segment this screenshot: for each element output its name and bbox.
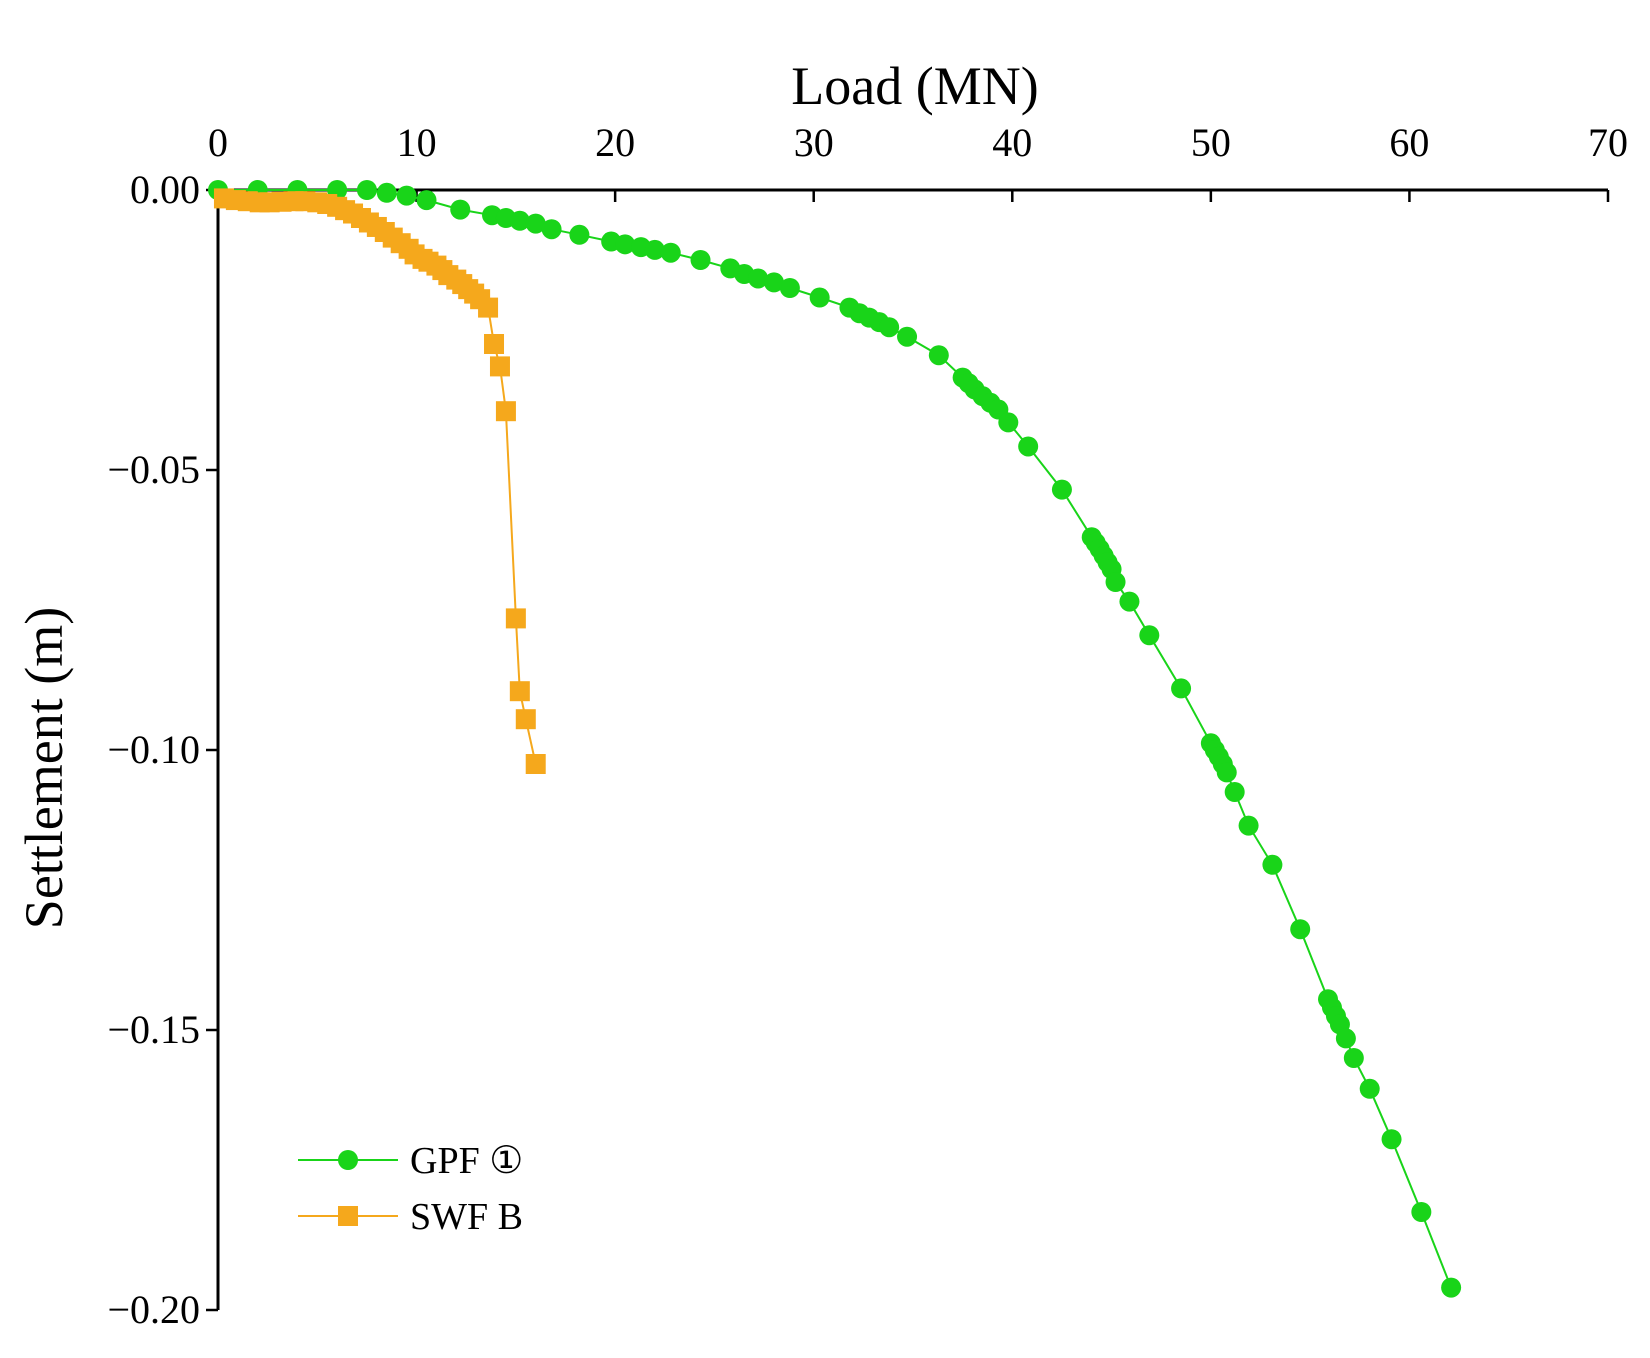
legend-item-gpf: GPF ① [298, 1140, 523, 1182]
data-point-gpf [1262, 854, 1283, 875]
data-point-gpf [1105, 572, 1126, 592]
data-point-gpf [1335, 1028, 1356, 1049]
x-tick-label: 30 [794, 120, 834, 165]
data-point-gpf [1381, 1129, 1402, 1150]
data-point-gpf [809, 287, 830, 308]
y-ticks: 0.00 −0.05 −0.10 −0.15 −0.20 [107, 167, 218, 1332]
y-tick-label: −0.15 [107, 1007, 200, 1052]
x-tick-label: 60 [1389, 120, 1429, 165]
data-point-gpf [1139, 625, 1160, 646]
data-point-swf-b [478, 297, 499, 318]
series-line-swf-b [223, 197, 537, 765]
data-point-gpf [1290, 919, 1311, 940]
series-gpf [208, 180, 1462, 1298]
y-axis-title: Settlement (m) [14, 607, 74, 929]
data-point-gpf [1359, 1078, 1380, 1099]
legend-marker [338, 1206, 358, 1226]
data-point-swf-b [515, 709, 536, 730]
x-tick-label: 20 [595, 120, 635, 165]
data-point-gpf [615, 234, 636, 255]
x-tick-label: 0 [208, 120, 228, 165]
data-point-gpf [1171, 678, 1192, 699]
data-point-gpf [541, 219, 562, 240]
data-point-gpf [525, 213, 546, 234]
x-ticks: 0 10 20 30 40 50 60 70 [208, 120, 1628, 202]
data-point-gpf [1441, 1277, 1462, 1298]
data-point-gpf [879, 317, 900, 338]
data-point-gpf [660, 242, 681, 263]
data-point-gpf [450, 199, 471, 220]
data-point-gpf [1224, 782, 1245, 802]
data-point-swf-b [484, 334, 505, 354]
data-point-gpf [1343, 1048, 1364, 1068]
data-point-gpf [416, 190, 437, 211]
series-line-gpf [218, 189, 1453, 1288]
data-point-swf-b [509, 681, 530, 702]
legend-label: GPF ① [410, 1140, 523, 1182]
data-point-swf-b [495, 401, 516, 422]
data-point-gpf [376, 182, 397, 203]
y-tick-label: 0.00 [130, 167, 200, 212]
y-tick-label: −0.20 [107, 1287, 200, 1332]
data-point-gpf [897, 326, 918, 347]
legend-marker [338, 1150, 358, 1170]
y-tick-label: −0.10 [107, 727, 200, 772]
data-point-gpf [690, 250, 711, 270]
data-point-gpf [1238, 815, 1259, 836]
data-point-gpf [1411, 1202, 1432, 1222]
axes: 0 10 20 30 40 50 60 70 0.00 −0.05 −0.10 −0.15 −0.20 [107, 120, 1628, 1332]
data-point-gpf [1018, 436, 1039, 457]
data-point-gpf [928, 345, 949, 366]
data-point-gpf [509, 210, 530, 231]
data-point-swf-b [489, 356, 510, 377]
legend-label: SWF B [410, 1196, 523, 1238]
data-point-gpf [998, 412, 1019, 433]
data-point-gpf [356, 180, 377, 200]
data-point-gpf [764, 272, 784, 293]
legend-item-swf-b: SWF B [298, 1196, 523, 1238]
x-tick-label: 70 [1588, 120, 1628, 165]
x-tick-label: 10 [397, 120, 437, 165]
x-tick-label: 50 [1191, 120, 1231, 165]
data-point-gpf [644, 239, 665, 260]
series-swf-b [213, 188, 546, 774]
data-point-swf-b [525, 754, 546, 774]
data-point-gpf [1051, 479, 1072, 500]
legend: GPF ① SWF B [298, 1140, 523, 1238]
data-point-swf-b [505, 608, 526, 629]
x-axis-title: Load (MN) [791, 56, 1038, 116]
y-tick-label: −0.05 [107, 447, 200, 492]
data-point-gpf [396, 185, 417, 206]
data-point-gpf [1216, 762, 1237, 783]
data-point-gpf [569, 224, 590, 245]
series-layer [208, 180, 1462, 1298]
data-point-gpf [748, 268, 769, 289]
x-tick-label: 40 [992, 120, 1032, 165]
data-point-gpf [1119, 591, 1140, 612]
data-point-gpf [779, 278, 800, 298]
